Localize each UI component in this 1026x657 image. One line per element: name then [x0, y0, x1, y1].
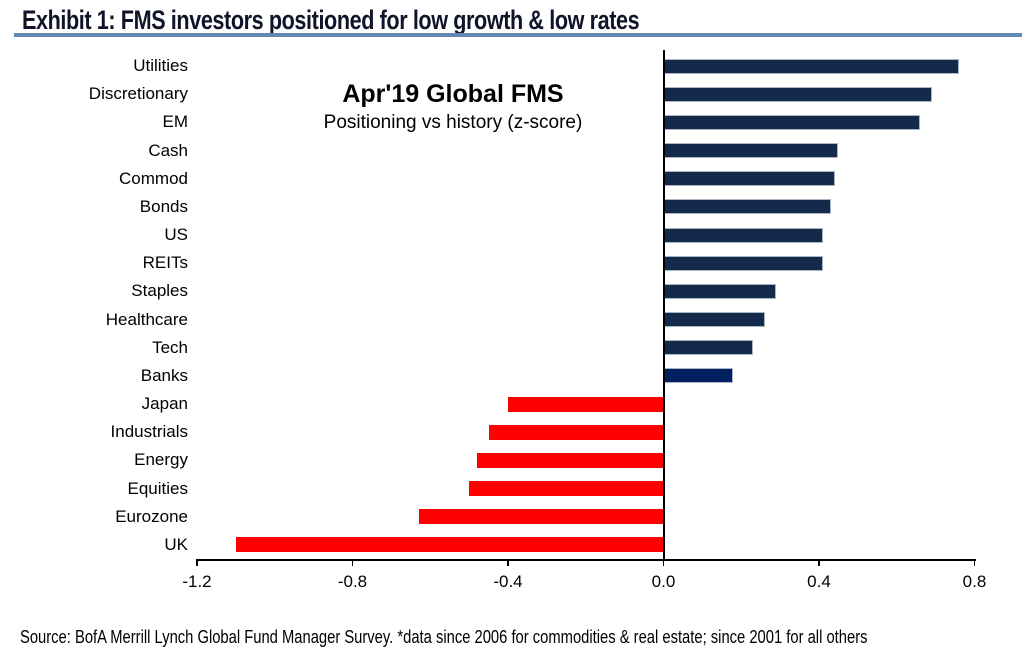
x-axis-line	[197, 559, 976, 561]
x-axis-tick	[196, 559, 198, 566]
bar-us	[663, 227, 823, 243]
category-label-healthcare: Healthcare	[105, 309, 188, 329]
chart-title: Apr'19 Global FMS	[342, 80, 564, 108]
bar-commod	[663, 171, 835, 187]
bar-utilities	[663, 58, 959, 74]
bar-uk	[235, 537, 664, 553]
bar-reits	[663, 255, 823, 271]
bar-banks	[663, 368, 734, 384]
bar-industrials	[488, 424, 664, 440]
bar-cash	[663, 143, 839, 159]
bar-em	[663, 114, 921, 130]
zero-axis-line	[662, 50, 665, 559]
title-rule	[14, 33, 1022, 37]
category-label-cash: Cash	[148, 140, 188, 160]
category-label-uk: UK	[164, 534, 188, 554]
category-label-eurozone: Eurozone	[115, 506, 188, 526]
bar-healthcare	[663, 312, 765, 328]
x-axis-tick	[351, 559, 354, 566]
x-axis-tick-label: -0.8	[337, 572, 368, 591]
bar-equities	[469, 481, 664, 497]
chart-subtitle: Positioning vs history (z-score)	[323, 112, 583, 133]
bar-energy	[476, 452, 664, 468]
category-label-industrials: Industrials	[110, 422, 188, 442]
category-label-em: EM	[162, 112, 189, 132]
x-axis-tick	[507, 559, 509, 566]
x-axis-tick-label: -1.2	[182, 572, 212, 591]
category-label-equities: Equities	[127, 478, 188, 498]
category-label-staples: Staples	[131, 281, 188, 301]
x-axis-tick-label: 0.0	[651, 572, 676, 591]
bar-japan	[508, 396, 664, 412]
category-label-bonds: Bonds	[139, 196, 188, 216]
x-axis-tick-label: -0.4	[493, 572, 523, 591]
category-label-utilities: Utilities	[133, 56, 188, 75]
bar-bonds	[663, 199, 831, 215]
bar-eurozone	[418, 509, 664, 525]
category-label-discretionary: Discretionary	[88, 84, 188, 104]
category-label-energy: Energy	[134, 450, 188, 470]
category-label-japan: Japan	[141, 394, 188, 413]
x-axis-tick	[662, 559, 665, 566]
bar-discretionary	[663, 86, 932, 102]
source-note: Source: BofA Merrill Lynch Global Fund M…	[20, 627, 868, 647]
x-axis-tick	[818, 559, 820, 566]
category-label-us: US	[164, 225, 188, 244]
category-label-commod: Commod	[119, 168, 188, 188]
x-axis-tick	[973, 559, 976, 566]
x-axis-tick-label: 0.8	[962, 572, 987, 591]
bar-tech	[663, 340, 753, 356]
category-label-reits: REITs	[142, 253, 188, 273]
x-axis-tick-label: 0.4	[807, 572, 831, 591]
category-label-tech: Tech	[152, 337, 188, 357]
exhibit-title: Exhibit 1: FMS investors positioned for …	[22, 5, 640, 35]
bar-staples	[663, 283, 777, 299]
category-label-banks: Banks	[140, 365, 188, 385]
